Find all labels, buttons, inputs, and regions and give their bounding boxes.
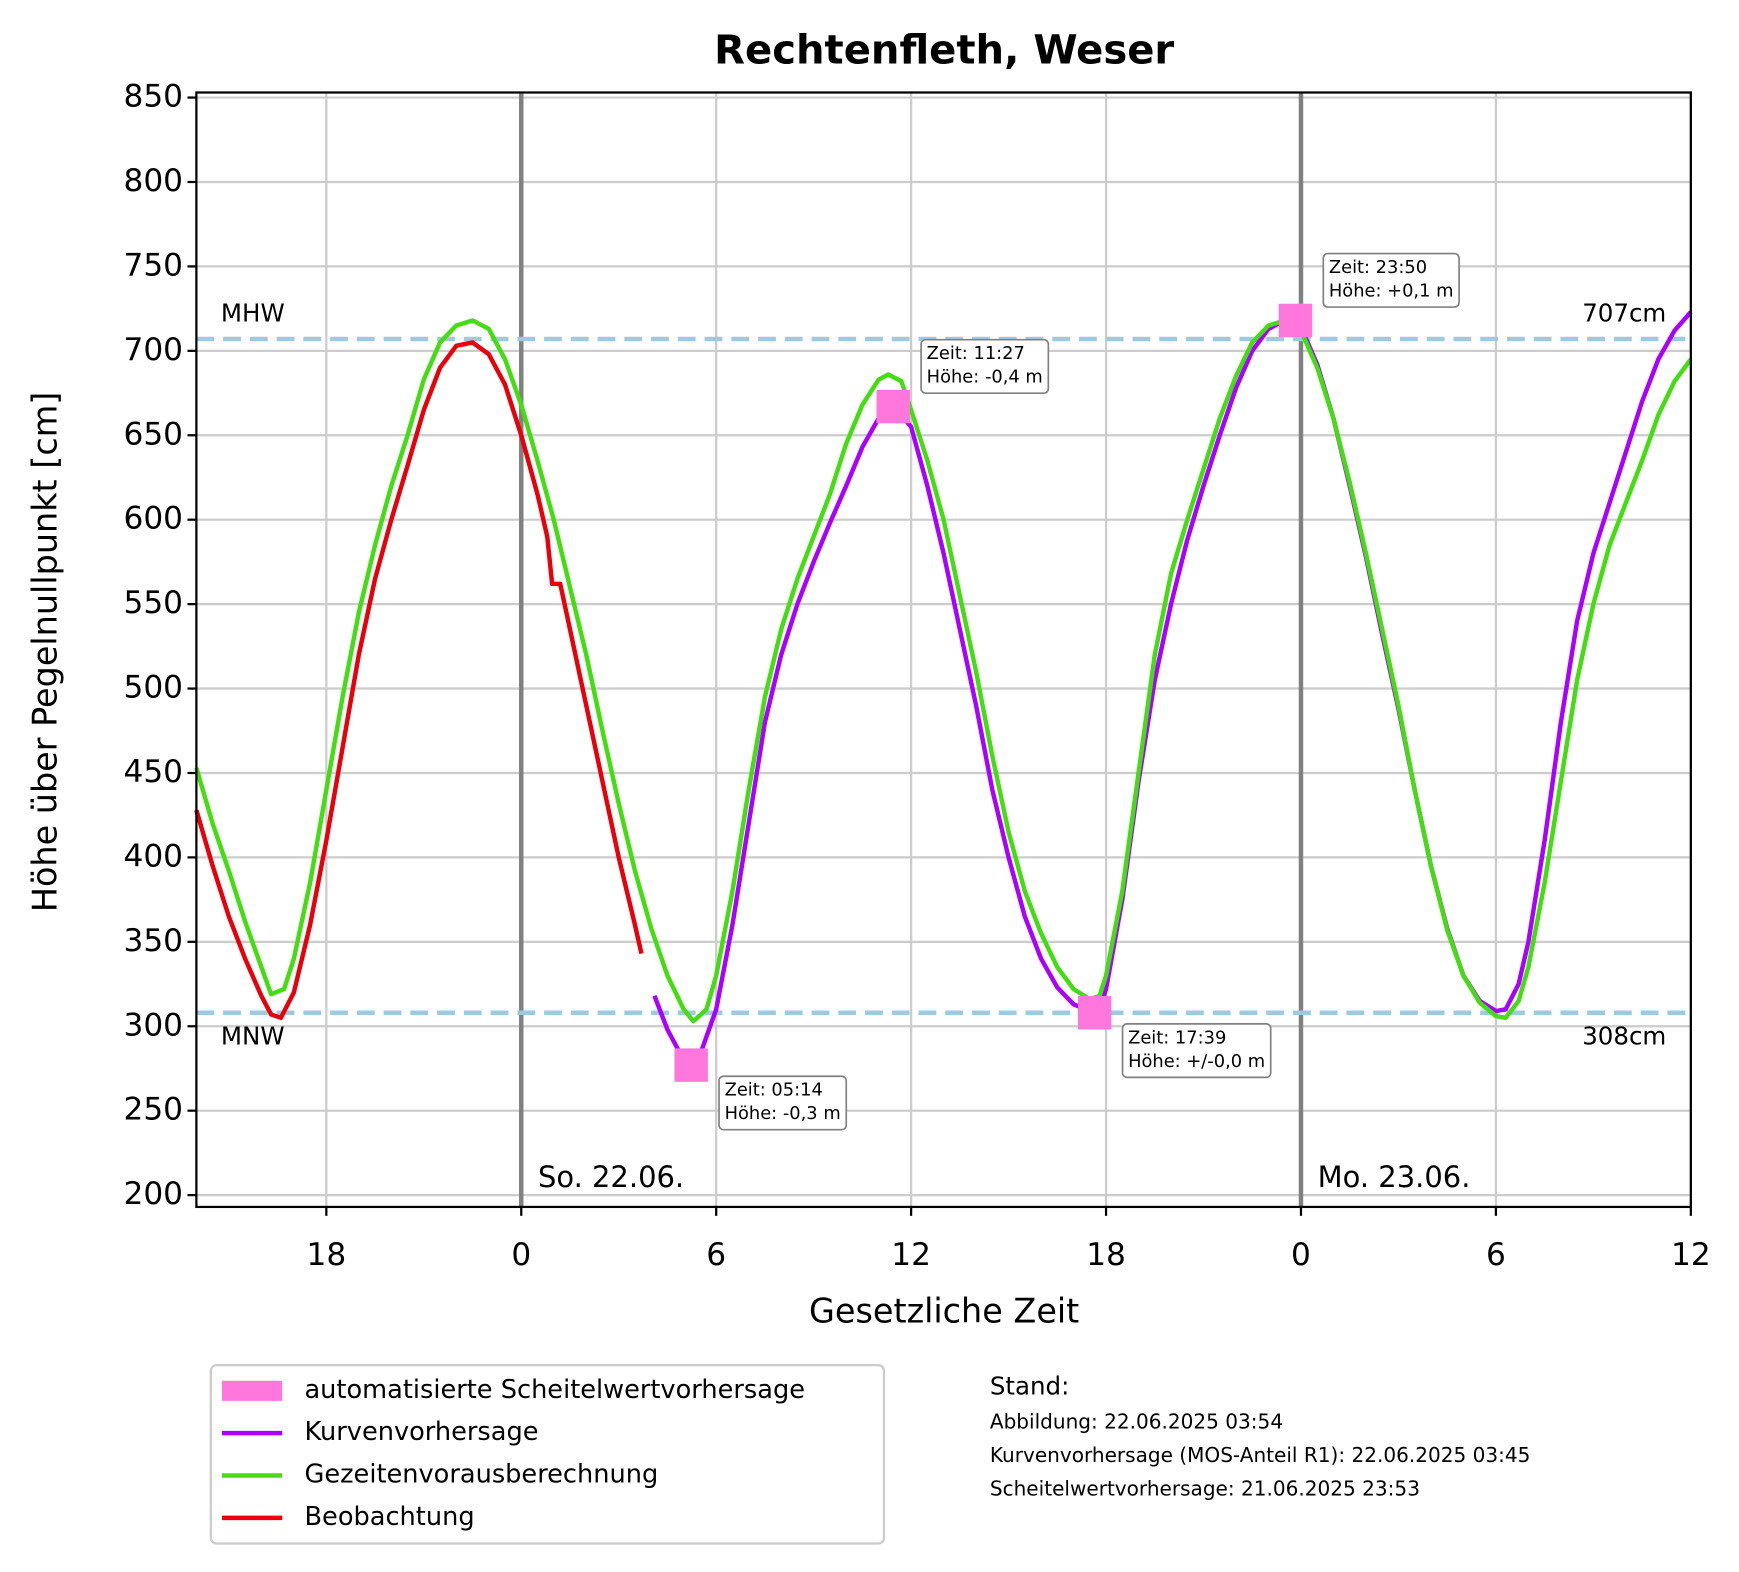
y-tick-label: 300 [123, 1007, 183, 1043]
stand-line: Scheitelwertvorhersage: 21.06.2025 23:53 [990, 1476, 1420, 1500]
plot-frame [195, 91, 1692, 1209]
y-tick-label: 250 [123, 1092, 183, 1128]
x-tick-label: 18 [1086, 1237, 1126, 1273]
legend-label: Gezeitenvorausberechnung [304, 1460, 658, 1490]
peak-marker [674, 1048, 708, 1082]
annotation-box [718, 1075, 848, 1131]
x-tick-label: 0 [1291, 1237, 1311, 1273]
reference-name: MHW [221, 299, 285, 328]
y-axis-label: Höhe über Pegelnullpunkt [cm] [26, 392, 65, 912]
x-tick-label: 6 [1486, 1237, 1506, 1273]
y-tick-label: 500 [123, 670, 183, 706]
annotation-text: Höhe: -0,3 m [725, 1103, 841, 1124]
stand-heading: Stand: [990, 1371, 1070, 1400]
legend-label: automatisierte Scheitelwertvorhersage [304, 1375, 805, 1405]
y-tick-label: 700 [123, 332, 183, 368]
annotation-text: Zeit: 05:14 [725, 1080, 823, 1101]
annotation-text: Zeit: 23:50 [1329, 257, 1427, 278]
reference-name: MNW [221, 1021, 285, 1050]
peak-marker [1077, 996, 1112, 1030]
annotation-text: Höhe: +/-0,0 m [1128, 1051, 1265, 1072]
x-tick-label: 0 [511, 1237, 531, 1273]
annotation-text: Höhe: -0,4 m [927, 367, 1043, 388]
reference-label: 707cm [1582, 299, 1666, 328]
annotation-box [1322, 252, 1460, 308]
annotation-text: Zeit: 17:39 [1128, 1027, 1226, 1048]
y-tick-label: 600 [123, 501, 183, 537]
series-line [194, 318, 1693, 1024]
x-tick-label: 6 [706, 1237, 726, 1273]
y-tick-label: 550 [123, 585, 183, 621]
legend-label: Beobachtung [304, 1502, 474, 1532]
y-tick-label: 650 [123, 416, 183, 452]
peak-marker [1278, 303, 1313, 338]
y-tick-label: 800 [123, 163, 183, 199]
y-tick-label: 750 [123, 247, 183, 283]
x-tick-label: 12 [891, 1237, 931, 1273]
day-label: So. 22.06. [538, 1160, 684, 1194]
annotation-text: Zeit: 11:27 [927, 343, 1025, 364]
y-tick-label: 350 [123, 923, 183, 959]
x-axis-label: Gesetzliche Zeit [809, 1291, 1079, 1330]
chart-title: Rechtenfleth, Weser [714, 27, 1174, 73]
x-tick-label: 12 [1671, 1237, 1711, 1273]
annotation-text: Höhe: +0,1 m [1329, 280, 1454, 301]
series-line [194, 340, 644, 1021]
series-line [652, 310, 1693, 1068]
y-tick-label: 450 [123, 754, 183, 790]
legend-label: Kurvenvorhersage [304, 1417, 538, 1447]
day-label: Mo. 23.06. [1318, 1160, 1471, 1194]
legend-box [209, 1364, 886, 1545]
y-tick-label: 850 [123, 79, 183, 115]
stand-line: Kurvenvorhersage (MOS-Anteil R1): 22.06.… [990, 1443, 1531, 1467]
legend-swatch [222, 1380, 283, 1401]
x-tick-label: 18 [306, 1237, 346, 1273]
annotation-box [1121, 1023, 1272, 1079]
stand-line: Abbildung: 22.06.2025 03:54 [990, 1410, 1283, 1434]
y-tick-label: 400 [123, 838, 183, 874]
reference-label: 308cm [1582, 1021, 1666, 1050]
y-tick-label: 200 [123, 1176, 183, 1212]
annotation-box [920, 338, 1050, 395]
peak-marker [876, 389, 910, 424]
